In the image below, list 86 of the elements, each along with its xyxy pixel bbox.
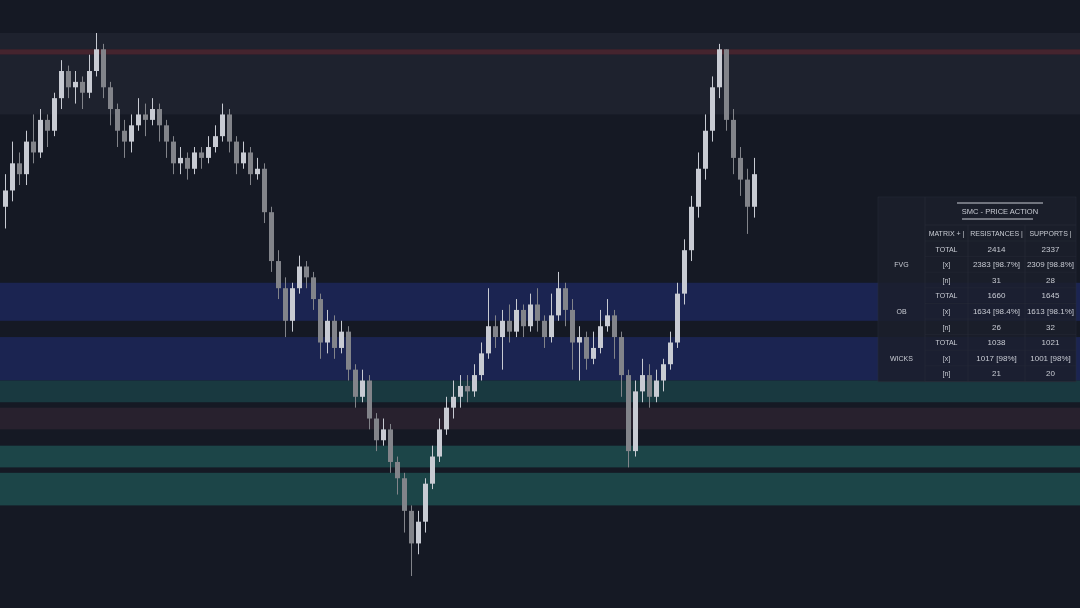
candlestick — [612, 309, 617, 360]
candlestick — [213, 124, 218, 153]
text: 1038 — [987, 338, 1006, 348]
candlestick — [640, 358, 645, 403]
text: 1001 [98%] — [1030, 353, 1071, 363]
candlestick — [416, 510, 421, 555]
candlestick — [108, 81, 113, 126]
candlestick — [500, 309, 505, 371]
text: 1634 [98.4%] — [972, 306, 1021, 316]
candlestick — [31, 113, 36, 164]
text: 31 — [992, 275, 1001, 285]
candlestick — [654, 369, 659, 403]
candlestick — [178, 146, 183, 175]
candlestick — [360, 369, 365, 403]
text: 1021 — [1041, 338, 1060, 348]
candlestick — [521, 304, 526, 338]
candlestick — [542, 314, 547, 349]
candlestick — [563, 282, 568, 327]
text: 1017 [98%] — [976, 353, 1017, 363]
candlestick — [668, 331, 673, 371]
candlestick — [339, 320, 344, 354]
candlestick — [248, 146, 253, 186]
candlestick — [535, 287, 540, 333]
text: 1660 — [987, 291, 1006, 301]
candlestick — [206, 135, 211, 164]
text: 26 — [992, 322, 1001, 332]
candlestick — [297, 255, 302, 295]
candlestick — [584, 331, 589, 371]
candlestick — [143, 103, 148, 137]
candlestick — [507, 304, 512, 344]
candlestick — [465, 374, 470, 403]
candlestick — [311, 271, 316, 311]
candlestick — [444, 396, 449, 436]
text: 21 — [992, 369, 1001, 379]
candlestick — [304, 260, 309, 289]
candlestick — [591, 331, 596, 365]
candlestick — [3, 173, 8, 229]
candlestick — [115, 103, 120, 148]
candlestick — [45, 113, 50, 148]
candlestick — [122, 119, 127, 159]
text: 2383 [98.7%] — [972, 260, 1021, 270]
candlestick — [374, 412, 379, 452]
candlestick — [325, 309, 330, 354]
candlestick — [479, 342, 484, 382]
candlestick — [199, 146, 204, 170]
candlestick — [220, 103, 225, 143]
candlestick — [458, 374, 463, 409]
text: 2337 — [1041, 244, 1060, 254]
candlestick — [129, 113, 134, 153]
candlestick — [80, 75, 85, 110]
text: 32 — [1046, 322, 1055, 332]
text: 20 — [1046, 369, 1055, 379]
candlestick — [255, 157, 260, 181]
candlestick — [738, 146, 743, 197]
candlestick — [87, 54, 92, 99]
text: 28 — [1046, 275, 1055, 285]
candlestick — [472, 363, 477, 398]
candlestick — [549, 293, 554, 344]
candlestick — [528, 293, 533, 333]
candlestick — [493, 314, 498, 349]
text: 1613 [98.1%] — [1026, 306, 1075, 316]
candlestick — [136, 97, 141, 132]
candlestick — [647, 363, 652, 409]
candlestick — [241, 141, 246, 170]
candlestick — [73, 70, 78, 105]
candlestick — [381, 418, 386, 447]
candlestick — [94, 32, 99, 77]
candlestick — [164, 119, 169, 159]
candlestick — [192, 146, 197, 175]
text: 2309 [98.8%] — [1026, 260, 1075, 270]
text: 1645 — [1041, 291, 1060, 301]
candlestick — [661, 358, 666, 392]
candlestick — [150, 97, 155, 126]
candlestick — [514, 298, 519, 338]
candlestick — [395, 456, 400, 496]
candlestick — [66, 65, 71, 99]
candlestick — [157, 103, 162, 143]
candlestick — [598, 309, 603, 354]
text: 2414 — [987, 244, 1006, 254]
candlestick — [577, 325, 582, 382]
candlestick — [185, 151, 190, 181]
candlestick — [234, 135, 239, 175]
candlestick — [605, 298, 610, 333]
candlestick — [451, 380, 456, 420]
candlestick — [171, 135, 176, 175]
candlestick — [17, 151, 22, 186]
